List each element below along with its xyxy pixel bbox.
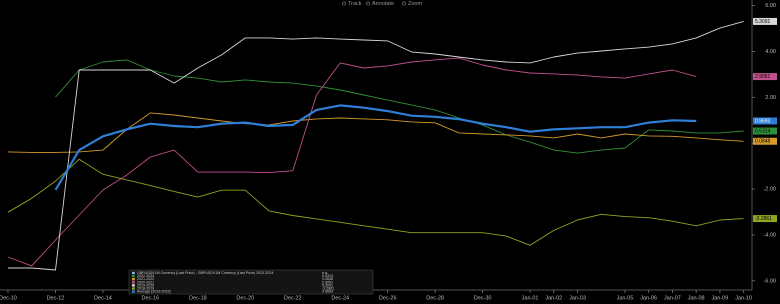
plot-area: 6.004.002.000.00-2.00-4.00-6.00Dec-10Dec… [0,3,777,301]
legend-swatch [132,281,135,284]
last-value-label: 0.0848 [755,139,771,145]
toolbar-button[interactable]: Track [348,1,362,7]
y-tick-label: 4.00 [765,49,776,55]
x-tick-label: Dec-26 [379,295,397,301]
x-tick-label: Jan-05 [617,295,634,301]
series-line [54,104,697,191]
x-tick-label: Jan-10 [735,295,752,301]
legend-label[interactable]: 2020-2021 [137,280,154,284]
x-tick-label: Dec-12 [47,295,65,301]
toolbar-icon [366,1,370,6]
last-value-label: 0.5314 [755,128,771,134]
legend-value: 0.9693 [322,290,333,294]
x-tick-label: Jan-01 [522,295,539,301]
legend-swatch [132,284,135,287]
y-tick-label: -2.00 [763,187,776,193]
legend-label[interactable]: GBPUSDV1M Currency (Last Price) - GBPUSD… [137,271,273,275]
toolbar: Track Annotate Zoom [342,1,422,7]
last-value-label: -3.2861 [755,216,772,222]
toolbar-button[interactable]: Annotate [372,1,394,7]
x-tick-label: Jan-02 [545,295,562,301]
y-tick-label: -6.00 [763,278,776,284]
x-tick-label: Jan-03 [569,295,586,301]
last-value-box [753,17,777,25]
last-value-label: 2.9051 [755,74,771,80]
legend-label[interactable]: 2019-2020 [137,283,154,287]
last-value-box [753,215,777,223]
legend-label[interactable]: 2018-2019 [137,286,154,290]
legend-label[interactable]: 2021-2022 [137,277,154,281]
legend-value: 0.0848 [322,277,333,281]
x-tick-label: Jan-08 [688,295,705,301]
x-tick-label: Jan-06 [640,295,657,301]
y-tick-label: 6.00 [765,3,776,9]
y-tick-label: 2.00 [765,95,776,101]
last-value-label: 0.9693 [755,118,771,124]
x-tick-label: Dec-24 [331,295,349,301]
x-tick-label: Dec-30 [474,295,492,301]
legend-swatch [132,290,135,293]
legend-box [128,269,374,295]
y-tick-label: -4.00 [763,232,776,238]
x-tick-label: Dec-18 [189,295,207,301]
legend-value: 5.3091 [322,283,333,287]
x-tick-label: Dec-10 [0,295,17,301]
series-line [7,158,744,246]
legend-swatch [132,278,135,281]
legend-label[interactable]: 2022-2023 [137,274,154,278]
last-value-box [753,127,777,135]
x-tick-label: Jan-09 [711,295,728,301]
x-tick-label: Dec-16 [142,295,160,301]
last-value-label: 5.3091 [755,19,771,25]
legend: GBPUSDV1M Currency (Last Price) - GBPUSD… [128,269,374,295]
legend-swatch [132,271,135,275]
x-tick-label: Dec-28 [426,295,444,301]
last-value-box [753,137,777,145]
series-line [7,112,744,153]
series-line [7,57,697,267]
toolbar-icon [342,1,346,6]
toolbar-icon [402,1,406,6]
legend-swatch [132,287,135,290]
series-line [8,20,744,271]
legend-label[interactable]: Average [2019-2023] [137,290,171,294]
toolbar-button[interactable]: Zoom [408,1,422,7]
x-tick-label: Dec-20 [236,295,254,301]
legend-value: n.a. [322,271,328,275]
last-value-box [753,117,777,125]
legend-value: 2.9051 [322,280,333,284]
series-line [55,59,744,154]
legend-value: -3.2861 [322,286,334,290]
x-tick-label: Jan-07 [664,295,681,301]
x-tick-label: Dec-14 [94,295,112,301]
legend-swatch [132,274,135,278]
x-tick-label: Dec-22 [284,295,302,301]
legend-value: 0.5314 [322,274,333,278]
last-value-box [753,73,777,81]
